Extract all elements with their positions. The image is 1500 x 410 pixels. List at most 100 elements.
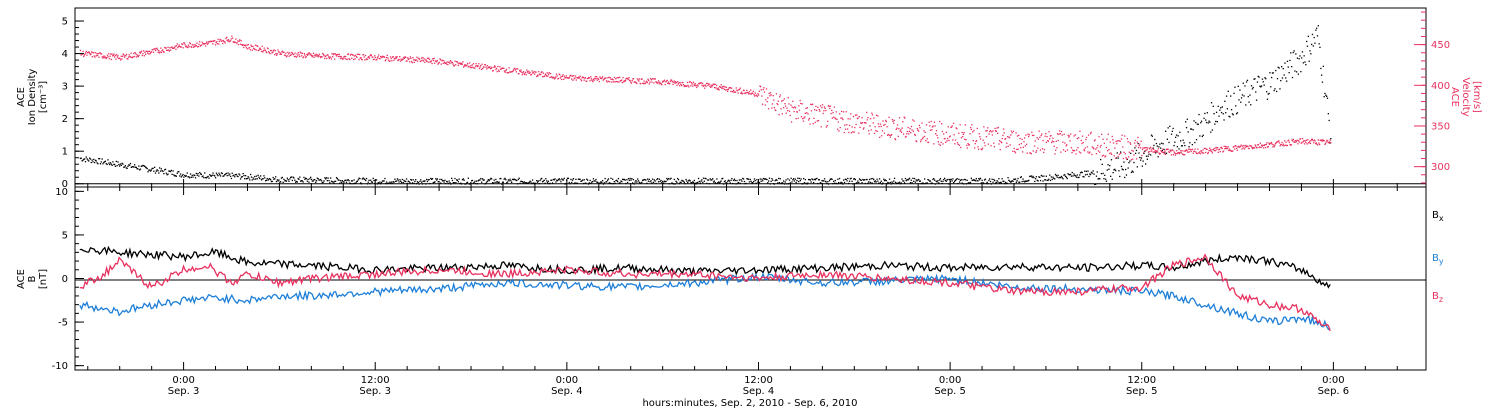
velocity-point	[569, 76, 571, 78]
velocity-point	[302, 57, 304, 59]
density-point	[1161, 149, 1163, 152]
velocity-point	[264, 49, 267, 51]
density-point	[1118, 170, 1120, 172]
density-point	[139, 168, 142, 170]
density-point	[749, 178, 751, 181]
density-point	[954, 180, 956, 182]
velocity-point	[100, 53, 103, 55]
velocity-point	[945, 141, 947, 143]
velocity-point	[239, 39, 241, 41]
velocity-point	[83, 55, 85, 58]
density-point	[108, 162, 110, 164]
velocity-point	[875, 114, 878, 116]
velocity-point	[468, 62, 471, 64]
velocity-point	[546, 72, 548, 74]
velocity-point	[1180, 152, 1182, 154]
velocity-point	[823, 110, 825, 112]
density-point	[819, 182, 821, 184]
velocity-point	[925, 140, 927, 142]
density-point	[824, 180, 826, 182]
velocity-point	[384, 60, 386, 62]
density-point	[880, 180, 882, 182]
velocity-point	[1234, 148, 1236, 150]
velocity-point	[1001, 142, 1003, 144]
velocity-point	[1260, 146, 1262, 149]
velocity-point	[399, 56, 401, 58]
density-point	[1205, 121, 1208, 124]
velocity-point	[983, 142, 986, 144]
density-point	[1065, 176, 1068, 178]
density-point	[160, 168, 162, 170]
density-point	[305, 177, 307, 179]
velocity-point	[1172, 154, 1175, 156]
density-point	[92, 161, 94, 163]
density-point	[343, 181, 345, 183]
density-point	[218, 172, 220, 174]
velocity-point	[960, 137, 963, 139]
density-point	[1122, 169, 1124, 171]
velocity-point	[472, 63, 475, 65]
density-point	[1266, 98, 1269, 100]
velocity-point	[735, 87, 737, 89]
density-point	[1248, 101, 1250, 103]
density-point	[1084, 174, 1087, 176]
velocity-point	[583, 79, 585, 81]
velocity-point	[125, 55, 127, 57]
density-point	[682, 180, 685, 182]
velocity-point	[1272, 146, 1274, 148]
density-point	[1085, 170, 1088, 172]
density-point	[278, 179, 280, 181]
density-point	[365, 179, 367, 182]
density-point	[624, 179, 626, 181]
velocity-point	[898, 117, 901, 119]
density-point	[703, 180, 705, 182]
velocity-point	[931, 129, 933, 131]
density-point	[579, 178, 581, 180]
density-point	[217, 175, 219, 177]
velocity-point	[615, 78, 617, 80]
density-point	[513, 178, 515, 180]
density-point	[394, 178, 396, 180]
velocity-point	[1022, 151, 1024, 153]
velocity-point	[721, 87, 723, 89]
density-point	[669, 178, 671, 180]
velocity-point	[1087, 151, 1089, 153]
velocity-point	[663, 80, 665, 83]
velocity-point	[931, 126, 934, 128]
velocity-point	[391, 60, 393, 62]
density-point	[841, 182, 843, 184]
velocity-point	[1097, 150, 1100, 152]
velocity-point	[548, 72, 550, 74]
density-point	[94, 159, 97, 161]
velocity-point	[557, 77, 560, 80]
velocity-point	[810, 103, 812, 105]
velocity-point	[1152, 151, 1154, 153]
density-point	[1016, 180, 1018, 182]
velocity-point	[101, 56, 103, 58]
density-point	[174, 175, 177, 177]
velocity-point	[1217, 151, 1219, 153]
density-point	[1096, 171, 1098, 173]
density-point	[1047, 179, 1049, 182]
density-point	[309, 178, 311, 180]
velocity-point	[879, 123, 882, 125]
velocity-point	[1168, 151, 1171, 153]
density-point	[1189, 142, 1191, 144]
density-point	[411, 182, 414, 184]
density-point	[255, 178, 257, 180]
density-point	[898, 181, 901, 183]
density-point	[999, 181, 1002, 183]
velocity-point	[1199, 153, 1202, 155]
velocity-point	[999, 140, 1001, 142]
velocity-point	[138, 54, 140, 56]
density-point	[1220, 111, 1223, 114]
density-point	[322, 181, 324, 183]
velocity-point	[1004, 138, 1007, 140]
velocity-point	[119, 57, 121, 60]
velocity-point	[1014, 150, 1016, 153]
density-point	[525, 182, 527, 184]
velocity-point	[1028, 135, 1030, 138]
velocity-point	[329, 56, 331, 58]
density-point	[495, 178, 497, 181]
density-point	[1129, 160, 1131, 162]
